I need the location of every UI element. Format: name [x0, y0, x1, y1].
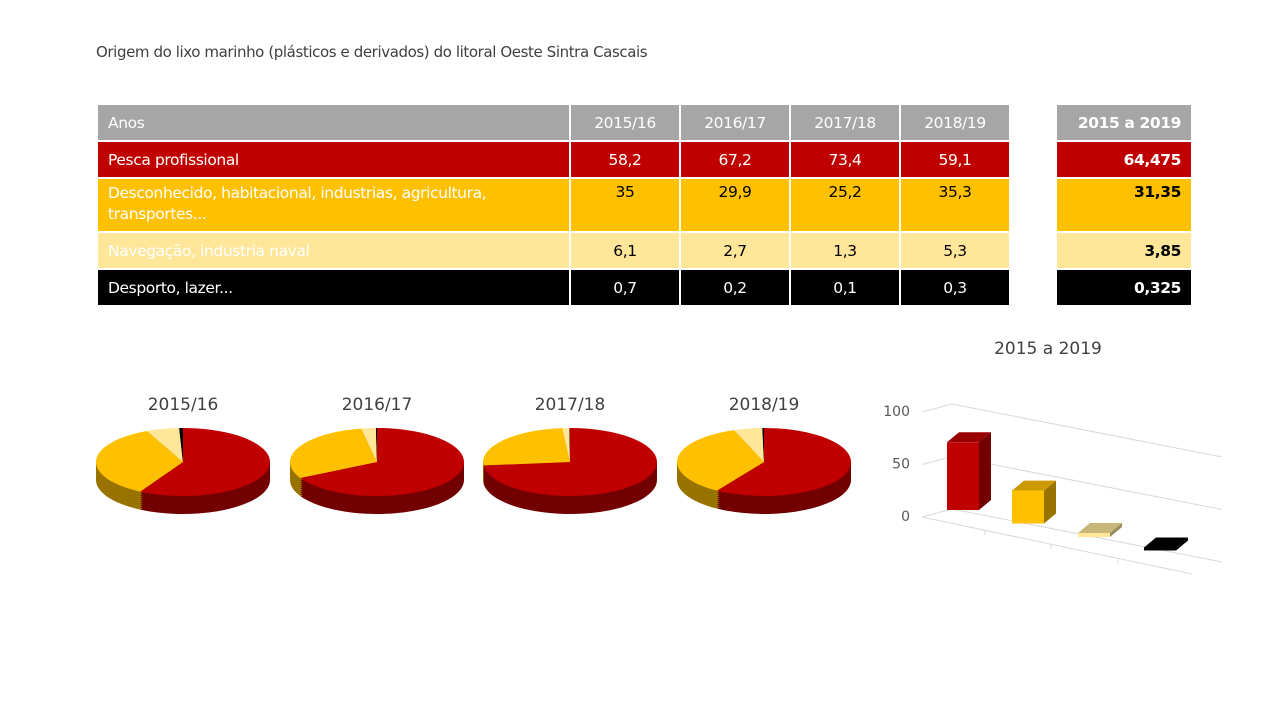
cell: 6,1 — [569, 231, 681, 270]
data-table: Anos 2015/16 2016/17 2017/18 2018/19 Pes… — [96, 103, 1011, 307]
pie-title: 2017/18 — [535, 395, 606, 415]
bar-side — [1176, 537, 1188, 551]
cell: 0,7 — [569, 268, 681, 307]
cell: 58,2 — [569, 140, 681, 179]
pie-chart: 2016/17 — [290, 395, 464, 514]
pie-slice — [562, 428, 570, 462]
bar — [1012, 490, 1044, 524]
total-cell: 31,35 — [1055, 177, 1193, 233]
pie-slice — [483, 428, 657, 497]
cell: 67,2 — [679, 140, 791, 179]
row-label: Pesca profissional — [96, 140, 571, 179]
bar-top — [1144, 537, 1188, 548]
cell: 29,9 — [679, 177, 791, 233]
page-title: Origem do lixo marinho (plásticos e deri… — [96, 43, 648, 61]
y-tick-label: 0 — [901, 509, 910, 525]
bar — [947, 442, 979, 510]
total-cell: 0,325 — [1055, 268, 1193, 307]
cell: 73,4 — [789, 140, 901, 179]
pie-chart: 2015/16 — [96, 395, 270, 514]
cell: 5,3 — [899, 231, 1011, 270]
bar-top — [947, 432, 991, 443]
pie-title: 2015/16 — [148, 395, 219, 415]
cell: 35,3 — [899, 177, 1011, 233]
header-cell: 2016/17 — [679, 103, 791, 142]
pie-slice — [290, 428, 377, 479]
table-row: Navegação, industria naval 6,1 2,7 1,3 5… — [96, 231, 1011, 270]
table-row: Desconhecido, habitacional, industrias, … — [96, 177, 1011, 233]
pie-slice — [361, 428, 377, 462]
row-label: Desconhecido, habitacional, industrias, … — [96, 177, 571, 233]
total-header: 2015 a 2019 — [1055, 103, 1193, 142]
pie-slice — [146, 428, 183, 462]
total-cell: 64,475 — [1055, 140, 1193, 179]
bar-chart-title: 2015 a 2019 — [994, 339, 1102, 359]
cell: 0,1 — [789, 268, 901, 307]
pie-slice — [375, 428, 377, 462]
pie-slice — [734, 428, 764, 462]
bar-side — [979, 432, 991, 510]
pie-chart: 2017/18 — [483, 395, 657, 515]
x-axis — [921, 516, 1193, 575]
pie-slice — [762, 428, 764, 462]
y-tick-label: 50 — [892, 457, 910, 473]
bar — [1144, 547, 1176, 551]
row-label: Navegação, industria naval — [96, 231, 571, 270]
pie-title: 2018/19 — [729, 395, 800, 415]
cell: 0,3 — [899, 268, 1011, 307]
y-tick-label: 100 — [883, 404, 910, 420]
header-cell: Anos — [96, 103, 571, 142]
pie-title: 2016/17 — [342, 395, 413, 415]
row-label: Desporto, lazer... — [96, 268, 571, 307]
total-table: 2015 a 2019 64,475 31,35 3,85 0,325 — [1055, 103, 1193, 307]
pie-chart: 2018/19 — [677, 395, 852, 514]
pie-slice — [179, 428, 183, 462]
cell: 25,2 — [789, 177, 901, 233]
pie-slice — [569, 428, 570, 462]
gridline — [921, 508, 953, 518]
pie-slice — [140, 428, 270, 496]
pie-slice — [677, 430, 764, 491]
table-row: Desporto, lazer... 0,7 0,2 0,1 0,3 — [96, 268, 1011, 307]
total-cell: 3,85 — [1055, 231, 1193, 270]
cell: 35 — [569, 177, 681, 233]
header-cell: 2017/18 — [789, 103, 901, 142]
pie-slice — [716, 428, 852, 496]
bar-side — [1110, 522, 1122, 537]
gridline — [951, 456, 1223, 510]
table-header-row: Anos 2015/16 2016/17 2017/18 2018/19 — [96, 103, 1011, 142]
bar-side — [1044, 480, 1056, 524]
cell: 1,3 — [789, 231, 901, 270]
pie-slice — [483, 428, 570, 466]
pie-slice — [300, 428, 464, 496]
table-row: Pesca profissional 58,2 67,2 73,4 59,1 — [96, 140, 1011, 179]
bar — [1078, 532, 1110, 537]
bar-top — [1078, 522, 1122, 533]
header-cell: 2018/19 — [899, 103, 1011, 142]
cell: 2,7 — [679, 231, 791, 270]
pie-slice — [96, 431, 183, 492]
header-cell: 2015/16 — [569, 103, 681, 142]
gridline — [921, 403, 953, 413]
bar-chart: 2015 a 2019 0 50 100 — [883, 339, 1223, 575]
cell: 0,2 — [679, 268, 791, 307]
gridline — [951, 403, 1223, 458]
bar-top — [1012, 480, 1056, 491]
cell: 59,1 — [899, 140, 1011, 179]
